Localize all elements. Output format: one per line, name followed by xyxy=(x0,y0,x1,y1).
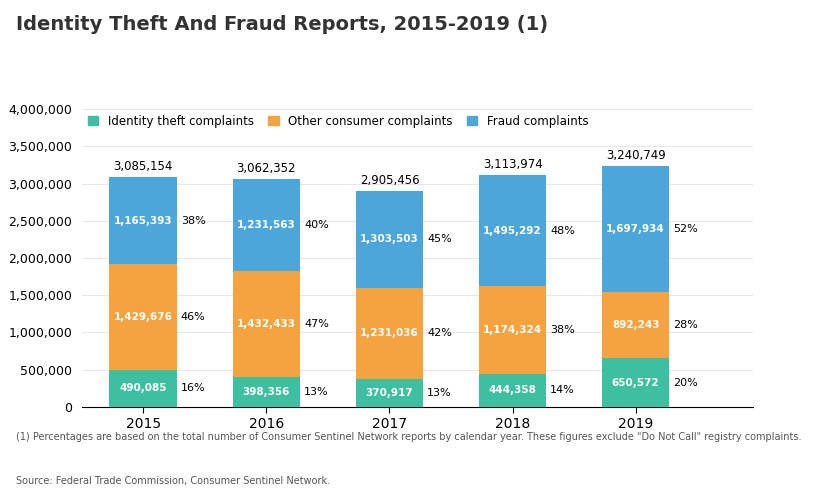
Bar xyxy=(602,292,669,358)
Text: 2,905,456: 2,905,456 xyxy=(360,174,420,187)
Bar xyxy=(602,358,669,407)
Bar xyxy=(110,264,178,370)
Text: 444,358: 444,358 xyxy=(488,385,537,395)
Text: 16%: 16% xyxy=(181,383,205,393)
Text: 45%: 45% xyxy=(427,234,452,244)
Text: 1,429,676: 1,429,676 xyxy=(114,312,173,322)
Text: 42%: 42% xyxy=(427,328,452,338)
Text: 1,165,393: 1,165,393 xyxy=(114,216,173,226)
Text: 20%: 20% xyxy=(673,377,698,387)
Text: 1,303,503: 1,303,503 xyxy=(360,234,419,244)
Text: 47%: 47% xyxy=(304,319,329,329)
Text: 46%: 46% xyxy=(181,312,205,322)
Text: Identity Theft And Fraud Reports, 2015-2019 (1): Identity Theft And Fraud Reports, 2015-2… xyxy=(16,15,549,34)
Text: 28%: 28% xyxy=(673,320,698,330)
Text: 3,085,154: 3,085,154 xyxy=(114,161,173,174)
Text: 650,572: 650,572 xyxy=(612,377,659,387)
Text: 398,356: 398,356 xyxy=(243,387,290,397)
Bar xyxy=(232,179,300,270)
Text: 13%: 13% xyxy=(304,387,329,397)
Text: 490,085: 490,085 xyxy=(119,383,167,393)
Bar xyxy=(356,379,424,407)
Text: 370,917: 370,917 xyxy=(366,388,413,398)
Text: 1,495,292: 1,495,292 xyxy=(483,226,542,236)
Text: 14%: 14% xyxy=(550,385,575,395)
Text: 1,231,563: 1,231,563 xyxy=(237,220,296,230)
Text: 3,240,749: 3,240,749 xyxy=(606,149,666,162)
Bar xyxy=(356,288,424,379)
Bar xyxy=(479,286,546,373)
Text: 48%: 48% xyxy=(550,226,575,236)
Text: 13%: 13% xyxy=(427,388,452,398)
Text: 3,113,974: 3,113,974 xyxy=(483,158,542,171)
Text: 3,062,352: 3,062,352 xyxy=(236,162,296,175)
Bar xyxy=(479,373,546,407)
Text: Source: Federal Trade Commission, Consumer Sentinel Network.: Source: Federal Trade Commission, Consum… xyxy=(16,476,330,486)
Text: 1,697,934: 1,697,934 xyxy=(606,224,665,234)
Text: 1,174,324: 1,174,324 xyxy=(483,325,542,335)
Text: 892,243: 892,243 xyxy=(612,320,659,330)
Text: 52%: 52% xyxy=(673,224,698,234)
Legend: Identity theft complaints, Other consumer complaints, Fraud complaints: Identity theft complaints, Other consume… xyxy=(88,115,588,128)
Text: 38%: 38% xyxy=(181,216,205,226)
Bar xyxy=(479,175,546,286)
Text: 1,231,036: 1,231,036 xyxy=(360,328,419,338)
Bar xyxy=(356,190,424,288)
Text: 40%: 40% xyxy=(304,220,329,230)
Bar xyxy=(110,370,178,407)
Bar xyxy=(232,377,300,407)
Text: (1) Percentages are based on the total number of Consumer Sentinel Network repor: (1) Percentages are based on the total n… xyxy=(16,432,802,441)
Bar xyxy=(602,166,669,292)
Text: 38%: 38% xyxy=(550,325,575,335)
Text: 1,432,433: 1,432,433 xyxy=(237,319,296,329)
Bar xyxy=(232,270,300,377)
Bar xyxy=(110,177,178,264)
